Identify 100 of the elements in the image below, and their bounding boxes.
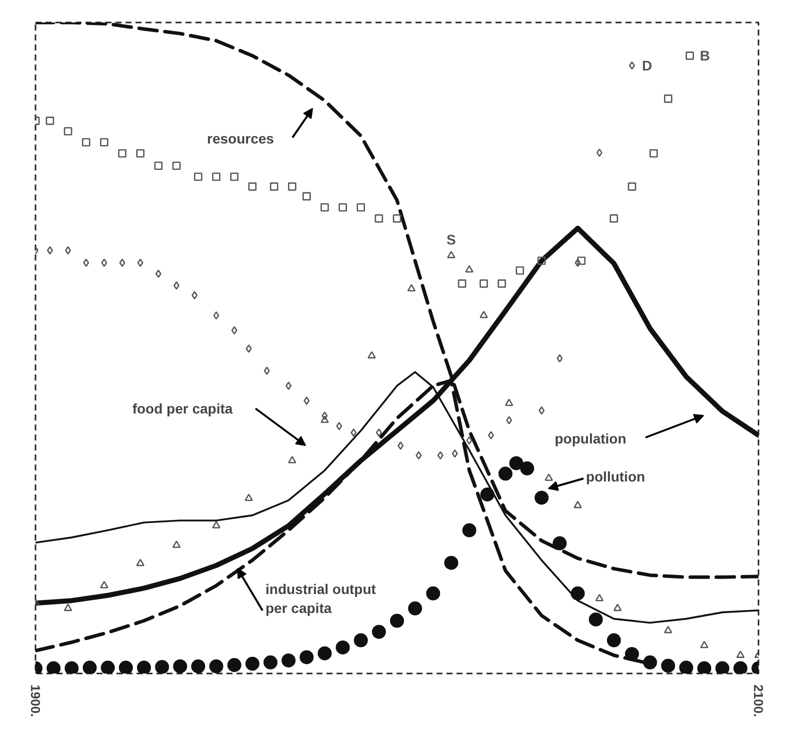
point [173, 659, 188, 674]
point [191, 659, 206, 674]
point [661, 658, 676, 673]
point [118, 660, 133, 674]
point [212, 172, 220, 181]
point [286, 382, 292, 390]
point [437, 451, 444, 460]
point [458, 279, 466, 288]
point [288, 456, 296, 464]
point [304, 396, 310, 405]
point [613, 604, 622, 612]
point [320, 203, 329, 212]
point [320, 416, 329, 423]
point [118, 149, 126, 158]
point [516, 266, 524, 275]
point [231, 326, 238, 335]
point [354, 633, 368, 648]
point [101, 258, 108, 267]
point [64, 661, 79, 674]
point [390, 614, 404, 628]
series-label: B [700, 48, 710, 64]
point [466, 436, 472, 445]
point [264, 366, 270, 375]
point [194, 172, 202, 181]
point [504, 398, 514, 406]
point [368, 351, 376, 358]
point [733, 661, 748, 674]
point [650, 149, 658, 158]
point [480, 279, 488, 288]
point [398, 442, 404, 450]
point [263, 655, 278, 670]
point [136, 660, 151, 674]
point [350, 428, 357, 437]
point [447, 250, 456, 258]
point [444, 556, 458, 570]
point [192, 291, 198, 300]
point [715, 661, 730, 674]
series-label: D [642, 57, 652, 74]
point [556, 354, 563, 363]
point [154, 162, 163, 170]
point [282, 653, 296, 668]
point [465, 265, 474, 273]
point [336, 422, 342, 430]
point [574, 258, 581, 267]
point [480, 487, 494, 502]
point [588, 612, 603, 626]
point [697, 661, 712, 674]
point [100, 580, 108, 588]
point [664, 626, 672, 634]
x-tick-label: 2100. [751, 684, 766, 718]
point [376, 428, 382, 437]
point [246, 344, 252, 353]
point [322, 412, 328, 420]
point [452, 449, 458, 458]
point [288, 182, 296, 191]
point [227, 658, 242, 672]
point [372, 624, 386, 639]
point [136, 558, 144, 566]
point [136, 149, 144, 158]
point [480, 310, 488, 318]
annotation: food per capita [132, 400, 233, 416]
point [155, 660, 170, 674]
point [100, 138, 108, 146]
point [595, 594, 604, 602]
point [230, 172, 238, 181]
point [416, 451, 422, 460]
point [488, 431, 494, 440]
point [245, 656, 260, 671]
point [509, 456, 524, 470]
series-label: S [446, 232, 456, 248]
point [679, 660, 694, 674]
point [83, 258, 90, 267]
point [628, 182, 636, 191]
point [172, 540, 181, 548]
annotation: population [554, 430, 626, 446]
annotation: pollution [586, 468, 646, 484]
point [300, 650, 314, 664]
point [392, 214, 402, 223]
point [270, 182, 278, 191]
point [209, 659, 224, 674]
point [338, 203, 347, 212]
point [356, 203, 365, 212]
point [570, 586, 585, 600]
point [46, 116, 54, 125]
point [664, 94, 672, 103]
point [46, 661, 61, 674]
point [606, 633, 621, 648]
point [574, 500, 582, 508]
point [46, 246, 53, 254]
point [244, 494, 253, 502]
point [82, 660, 97, 674]
point [498, 279, 506, 288]
point [544, 474, 553, 481]
point [462, 523, 476, 538]
point [64, 604, 72, 612]
point [213, 311, 220, 320]
point [64, 127, 72, 136]
point [520, 461, 534, 476]
point [577, 256, 586, 265]
point [374, 214, 384, 223]
